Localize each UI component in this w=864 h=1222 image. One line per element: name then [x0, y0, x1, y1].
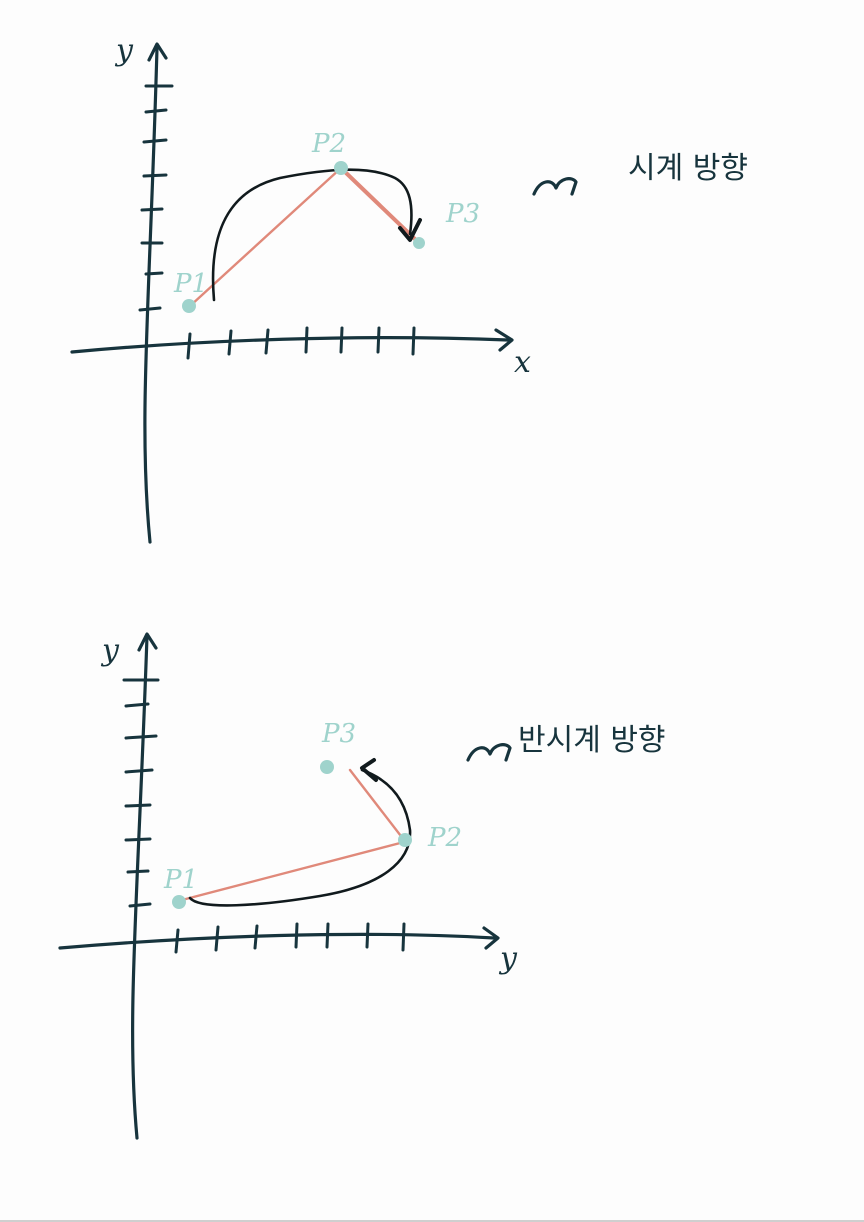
curved-arrow-icon: [466, 743, 512, 762]
x-tick: [186, 332, 192, 360]
y-tick: [142, 138, 168, 144]
x-axis-label-2: y: [498, 941, 518, 976]
y-tick: [142, 173, 168, 178]
x-axis-arrowhead-2: [482, 926, 500, 950]
x-axis-arrowhead-1: [494, 328, 514, 352]
x-ticks-2: [174, 922, 406, 954]
rotation-arc-counterclockwise: [188, 768, 412, 907]
diagram-clockwise: x y P1 P2 P3 시계 방향: [70, 33, 748, 544]
y-tick: [124, 837, 152, 842]
y-tick: [124, 768, 154, 774]
rotation-arrowhead-clockwise: [398, 218, 422, 242]
y-ticks-1: [138, 84, 174, 312]
x-axis-1: [70, 336, 510, 354]
x-tick: [365, 922, 370, 949]
bottom-divider: [0, 1220, 864, 1222]
y-ticks-2: [122, 678, 160, 908]
point-p2-1: [334, 161, 348, 175]
x-tick: [411, 326, 416, 356]
segment-p1-p2-1: [188, 166, 343, 308]
y-tick: [124, 702, 150, 708]
x-tick: [214, 925, 220, 952]
y-tick: [124, 734, 158, 740]
x-axis-2: [58, 932, 496, 950]
y-axis-label-1: y: [114, 33, 134, 68]
point-label-p1-2: P1: [163, 865, 198, 895]
x-tick: [174, 928, 180, 954]
y-tick: [140, 207, 164, 212]
point-p3-1: [413, 237, 425, 249]
diagram-counterclockwise: y y P1 P2 P3 반시계 방향: [58, 632, 666, 1140]
y-tick: [138, 306, 162, 312]
point-p3-2: [320, 760, 334, 774]
y-tick: [124, 803, 152, 808]
direction-note-clockwise: 시계 방향: [628, 151, 748, 186]
x-ticks-1: [186, 326, 416, 360]
y-tick: [126, 869, 150, 874]
y-axis-label-2: y: [100, 633, 120, 668]
x-tick: [325, 922, 330, 949]
point-p1-2: [172, 895, 186, 909]
y-tick: [144, 271, 164, 276]
x-tick: [227, 329, 233, 356]
rotation-arc-clockwise: [211, 168, 413, 302]
point-label-p2-1: P2: [311, 129, 346, 159]
segment-p1-p2-2: [180, 840, 406, 902]
segment-p2-p3-1: [341, 168, 420, 244]
y-tick: [128, 902, 152, 908]
x-tick: [339, 326, 344, 354]
point-label-p1-1: P1: [173, 269, 208, 299]
y-axis-arrowhead-1: [147, 42, 168, 62]
point-p1-1: [182, 299, 196, 313]
segment-p2-p3-2: [348, 768, 406, 842]
x-tick: [304, 326, 309, 354]
point-label-p3-2: P3: [321, 719, 356, 749]
point-p2-2: [398, 833, 412, 847]
x-tick: [294, 922, 299, 949]
y-axis-1: [143, 46, 159, 544]
x-axis-label-1: x: [514, 345, 531, 380]
point-label-p2-2: P2: [427, 823, 462, 853]
point-label-p3-1: P3: [445, 199, 480, 229]
rotation-arrowhead-counterclockwise: [360, 758, 378, 782]
y-axis-2: [131, 634, 149, 1140]
x-tick: [253, 924, 259, 950]
x-tick: [264, 328, 270, 355]
x-tick: [401, 922, 406, 952]
y-axis-arrowhead-2: [137, 632, 158, 652]
curved-arrow-icon: [532, 177, 578, 196]
direction-note-counterclockwise: 반시계 방향: [518, 723, 666, 758]
x-tick: [376, 326, 381, 354]
y-tick: [144, 108, 168, 114]
